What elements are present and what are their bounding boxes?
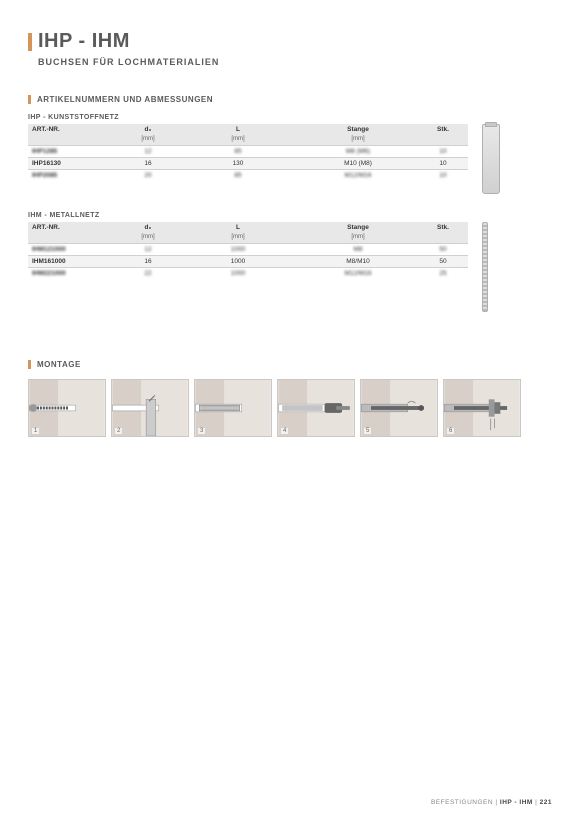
table-ihp: ART.-NR. d₀ L Stange Stk. [mm] [mm] [mm]…: [28, 124, 468, 181]
step-number: 5: [364, 428, 371, 434]
col-header: Stk.: [418, 222, 468, 233]
step-number: 6: [447, 428, 454, 434]
table-row: IHP1613016130M10 (M8)10: [28, 158, 468, 170]
col-header: d₀: [118, 124, 178, 135]
table-row: IHM121000121000M850: [28, 244, 468, 256]
col-unit: [mm]: [118, 135, 178, 146]
step-number: 2: [115, 428, 122, 434]
table-ihm: ART.-NR. d₀ L Stange Stk. [mm] [mm] [mm]…: [28, 222, 468, 279]
col-unit: [mm]: [178, 233, 298, 244]
table-caption-ihp: IHP - KUNSTSTOFFNETZ: [28, 114, 552, 121]
footer-product: IHP - IHM: [500, 799, 533, 806]
accent-bar: [28, 33, 32, 51]
step-number: 4: [281, 428, 288, 434]
section-heading-dimensions: ARTIKELNUMMERN UND ABMESSUNGEN: [28, 95, 552, 104]
footer-page: 221: [540, 799, 552, 806]
section-heading-montage: MONTAGE: [28, 360, 552, 369]
product-sleeve-icon: [482, 124, 500, 194]
col-header: L: [178, 222, 298, 233]
table-caption-ihm: IHM - METALLNETZ: [28, 212, 552, 219]
col-header: Stk.: [418, 124, 468, 135]
montage-step: 5: [360, 379, 438, 437]
page-title: IHP - IHM: [38, 30, 130, 53]
col-header: Stange: [298, 222, 418, 233]
table-row: IHM221000221000M12/M1625: [28, 268, 468, 280]
footer-category: BEFESTIGUNGEN: [431, 799, 493, 806]
montage-steps: 1 2 3 4 5 6: [28, 379, 552, 437]
montage-step: 2: [111, 379, 189, 437]
col-header: L: [178, 124, 298, 135]
table-row: IHP20852085M12/M1610: [28, 170, 468, 182]
col-unit: [mm]: [298, 233, 418, 244]
section-heading-label: MONTAGE: [37, 360, 81, 369]
step-number: 3: [198, 428, 205, 434]
page-subtitle: BUCHSEN FÜR LOCHMATERIALIEN: [38, 57, 552, 67]
montage-step: 3: [194, 379, 272, 437]
product-mesh-icon: [482, 222, 488, 312]
col-unit: [mm]: [298, 135, 418, 146]
accent-bar: [28, 95, 31, 104]
col-header: ART.-NR.: [28, 124, 118, 135]
col-unit: [mm]: [118, 233, 178, 244]
col-unit: [mm]: [178, 135, 298, 146]
table-row: IHM161000161000M8/M1050: [28, 256, 468, 268]
col-header: Stange: [298, 124, 418, 135]
step-number: 1: [32, 428, 39, 434]
table-row: IHP12851285M8 (M6)10: [28, 146, 468, 158]
montage-step: 1: [28, 379, 106, 437]
col-header: ART.-NR.: [28, 222, 118, 233]
page-footer: BEFESTIGUNGEN | IHP - IHM | 221: [431, 799, 552, 806]
section-heading-label: ARTIKELNUMMERN UND ABMESSUNGEN: [37, 95, 213, 104]
montage-step: 6: [443, 379, 521, 437]
accent-bar: [28, 360, 31, 369]
montage-step: 4: [277, 379, 355, 437]
col-header: d₀: [118, 222, 178, 233]
